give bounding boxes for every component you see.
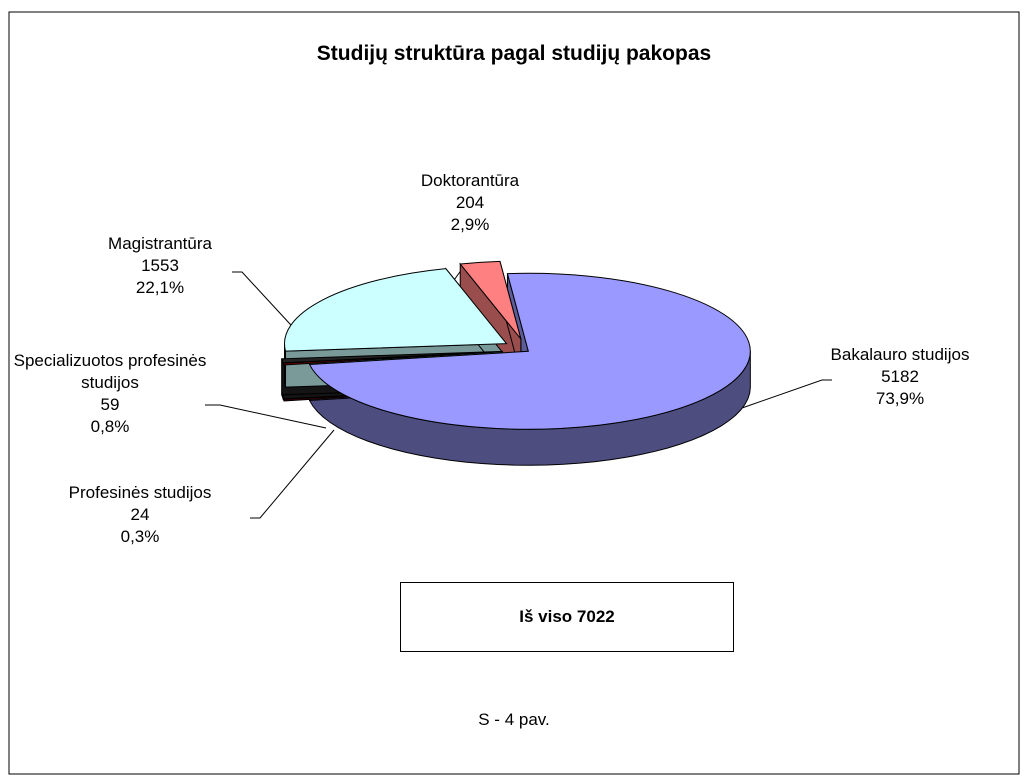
chart-title: Studijų struktūra pagal studijų pakopas [316,42,712,65]
label-value: 1553 [141,256,179,275]
slice [281,350,503,364]
label-name: Doktorantūra [420,171,520,190]
slice [459,260,522,340]
label-name: Profesinės studijos [68,483,212,502]
data-label: Magistrantūra 1553 22,1% [60,233,260,299]
label-percent: 0,8% [90,417,130,436]
caption: S - 4 pav. [478,710,550,729]
label-percent: 73,9% [875,389,925,408]
data-label: Doktorantūra 204 2,9% [370,170,570,236]
label-name: Bakalauro studijos [830,345,970,364]
leader-line [250,429,335,519]
data-label: Specializuotos profesinės studijos 59 0,8% [10,350,210,438]
label-value: 204 [455,193,485,212]
pie [281,260,751,466]
data-label: Profesinės studijos 24 0,3% [40,482,240,548]
label-value: 5182 [881,367,919,386]
label-percent: 0,3% [120,527,160,546]
total-box: Iš viso 7022 [400,582,734,652]
leader-line [741,379,832,409]
label-name: Specializuotos profesinės studijos [13,351,207,392]
slice [284,268,508,352]
label-percent: 2,9% [450,215,490,234]
slice [308,272,751,430]
leader-line [232,271,303,338]
pie-tops [281,260,751,430]
frame [8,11,1020,775]
label-percent: 22,1% [135,278,185,297]
data-label: Bakalauro studijos 5182 73,9% [800,344,1000,410]
label-value: 59 [100,395,120,414]
leader-line [205,404,327,429]
label-value: 24 [130,505,150,524]
label-name: Magistrantūra [108,234,212,253]
